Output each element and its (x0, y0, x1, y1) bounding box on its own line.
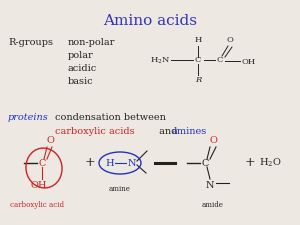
Text: R: R (195, 76, 201, 84)
Text: condensation between: condensation between (55, 113, 166, 122)
Text: C: C (201, 158, 209, 167)
Text: and: and (156, 126, 181, 135)
Text: +: + (245, 157, 255, 169)
Text: OH: OH (242, 58, 256, 66)
Text: non-polar: non-polar (68, 38, 116, 47)
Text: amines: amines (172, 126, 207, 135)
Text: Amino acids: Amino acids (103, 14, 197, 28)
Text: carboxylic acids: carboxylic acids (55, 126, 135, 135)
Text: H: H (194, 36, 202, 44)
Text: +: + (85, 157, 95, 169)
Text: polar: polar (68, 51, 94, 60)
Text: C: C (38, 158, 46, 167)
Text: O: O (226, 36, 233, 44)
Text: carboxylic acid: carboxylic acid (10, 201, 64, 209)
Text: H: H (106, 158, 114, 167)
Text: proteins: proteins (8, 113, 49, 122)
Text: N: N (128, 158, 136, 167)
Text: OH: OH (31, 181, 47, 190)
Text: amide: amide (202, 201, 224, 209)
Text: amine: amine (109, 185, 131, 193)
Text: O: O (209, 136, 217, 145)
Text: C: C (195, 56, 201, 64)
Text: N: N (206, 181, 214, 190)
Text: C: C (217, 56, 223, 64)
Text: R-groups: R-groups (8, 38, 53, 47)
Text: basic: basic (68, 77, 94, 86)
Text: $\mathregular{H_2N}$: $\mathregular{H_2N}$ (150, 56, 170, 66)
Text: O: O (46, 136, 54, 145)
Text: acidic: acidic (68, 64, 97, 73)
Text: $\mathregular{H_2O}$: $\mathregular{H_2O}$ (259, 157, 281, 169)
